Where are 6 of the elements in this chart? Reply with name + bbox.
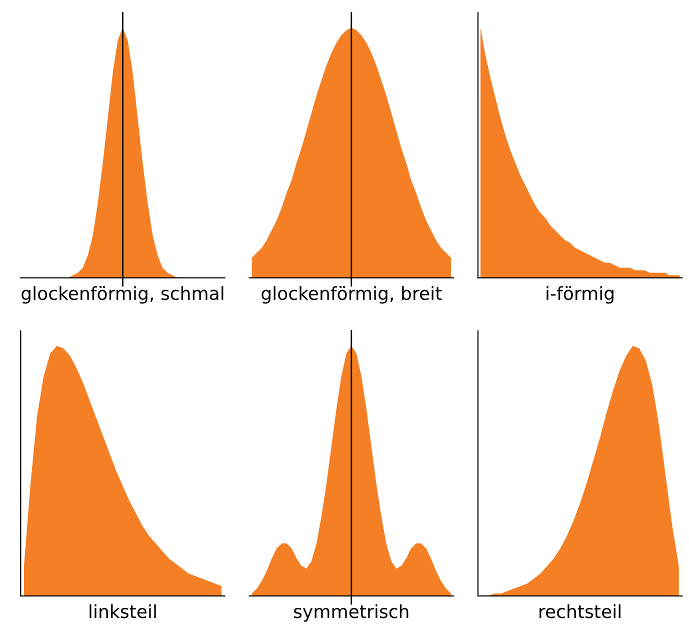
- x-axis-title: symmetrisch: [294, 604, 408, 622]
- x-axis-title: linksteil: [90, 604, 156, 618]
- x-axis-title: glockenförmig, schmal: [22, 286, 224, 304]
- x-axis-title: i-förmig: [546, 286, 614, 304]
- x-axis-title: glockenförmig, breit: [262, 286, 442, 304]
- x-axis-title: rechtsteil: [540, 604, 620, 618]
